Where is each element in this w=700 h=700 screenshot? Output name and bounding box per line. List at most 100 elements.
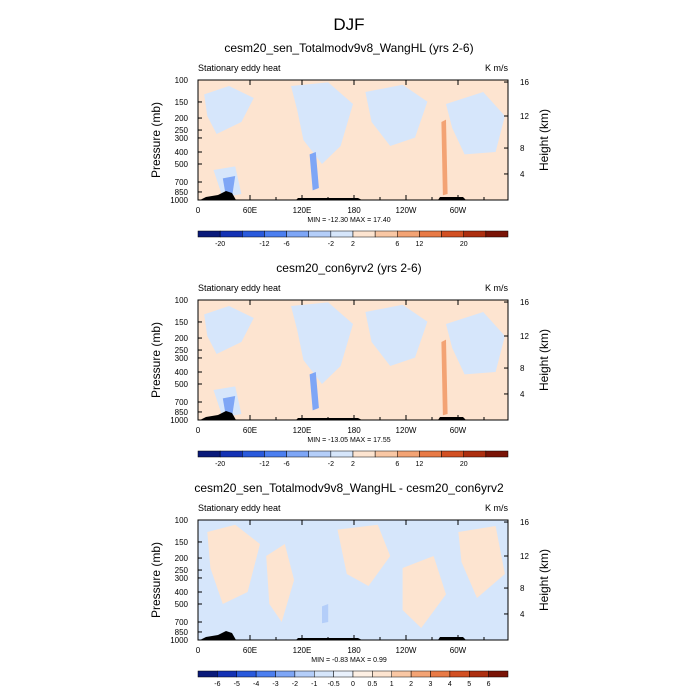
y-tick-label: 700 xyxy=(175,398,189,407)
positive-core xyxy=(441,339,448,416)
y-right-tick-label: 4 xyxy=(520,610,525,619)
x-tick-label: 0 xyxy=(196,206,201,215)
y-right-axis-title: Height (km) xyxy=(537,109,551,171)
plot-frame xyxy=(197,299,509,421)
colorbar-label: -12 xyxy=(259,241,269,248)
colorbar-swatch xyxy=(242,450,265,458)
positive-region xyxy=(458,526,505,598)
x-tick-label: 60E xyxy=(243,646,257,655)
y-tick-label: 250 xyxy=(175,126,189,135)
panel-left-label: Stationary eddy heat xyxy=(198,63,281,73)
colorbar-label: 20 xyxy=(460,241,468,248)
y-tick-label: 1000 xyxy=(170,636,188,645)
x-tick-label: 180 xyxy=(347,206,361,215)
colorbar-label: 2 xyxy=(351,241,355,248)
colorbar-swatch xyxy=(410,670,431,678)
x-tick-label: 120W xyxy=(396,206,417,215)
colorbar-swatch xyxy=(219,450,243,458)
colorbar-swatch xyxy=(314,670,334,678)
y-tick-label: 300 xyxy=(175,134,189,143)
y-tick-label: 400 xyxy=(175,148,189,157)
colorbar-swatch xyxy=(449,670,470,678)
positive-region xyxy=(266,544,295,622)
colorbar-swatch xyxy=(419,230,442,238)
colorbar-label: 5 xyxy=(467,681,471,688)
colorbar-label: 1 xyxy=(390,681,394,688)
colorbar-label: 6 xyxy=(395,241,399,248)
negative-region xyxy=(446,312,505,375)
colorbar-swatch xyxy=(352,450,376,458)
colorbar-swatch xyxy=(264,450,287,458)
colorbar-swatch xyxy=(286,450,309,458)
x-tick-label: 120E xyxy=(293,426,312,435)
y-right-tick-label: 16 xyxy=(520,298,529,307)
colorbar-swatch xyxy=(217,670,237,678)
colorbar-swatch xyxy=(308,230,332,238)
x-tick-label: 60W xyxy=(450,646,467,655)
min-max-text: MIN = -0.83 MAX = 0.99 xyxy=(311,657,387,664)
plot-frame xyxy=(197,519,509,641)
colorbar-swatch xyxy=(197,230,221,238)
colorbar-swatch xyxy=(419,450,442,458)
y-axis-title: Pressure (mb) xyxy=(149,542,163,618)
colorbar-label: 6 xyxy=(395,461,399,468)
panel-2: cesm20_con6yrv2 (yrs 2-6) Stationary eddy… xyxy=(149,261,551,468)
y-right-tick-label: 8 xyxy=(520,144,525,153)
negative-core xyxy=(309,152,319,191)
y-tick-label: 250 xyxy=(175,566,189,575)
positive-region xyxy=(402,556,446,628)
y-tick-label: 150 xyxy=(175,538,189,547)
x-tick-label: 0 xyxy=(196,646,201,655)
y-tick-label: 850 xyxy=(175,628,189,637)
colorbar-label: -4 xyxy=(253,681,259,688)
x-tick-label: 180 xyxy=(347,426,361,435)
y-tick-label: 100 xyxy=(175,296,189,305)
y-tick-label: 500 xyxy=(175,600,189,609)
colorbar-swatch xyxy=(391,670,412,678)
x-tick-label: 60W xyxy=(450,426,467,435)
x-tick-label: 60E xyxy=(243,206,257,215)
colorbar: -20 -12 -6 -2 2 6 12 20 xyxy=(197,450,509,468)
colorbar-label: -6 xyxy=(283,241,289,248)
y-right-axis-title: Height (km) xyxy=(537,549,551,611)
panel-1: cesm20_sen_Totalmodv9v8_WangHL (yrs 2-6)… xyxy=(149,41,551,248)
colorbar-swatch xyxy=(255,670,276,678)
x-tick-label: 120E xyxy=(293,646,312,655)
positive-core xyxy=(441,119,448,196)
y-tick-label: 200 xyxy=(175,114,189,123)
y-tick-label: 700 xyxy=(175,618,189,627)
colorbar-swatch xyxy=(485,230,509,238)
colorbar-label: 2 xyxy=(409,681,413,688)
colorbar-swatch xyxy=(197,670,218,678)
colorbar-swatch xyxy=(219,230,243,238)
colorbar-swatch xyxy=(286,230,309,238)
x-tick-label: 180 xyxy=(347,646,361,655)
negative-core xyxy=(309,372,319,411)
y-tick-label: 300 xyxy=(175,574,189,583)
colorbar-swatch xyxy=(242,230,265,238)
colorbar-label: -12 xyxy=(259,461,269,468)
colorbar-swatch xyxy=(397,230,420,238)
x-tick-label: 120E xyxy=(293,206,312,215)
y-tick-label: 400 xyxy=(175,588,189,597)
colorbar-swatch xyxy=(352,230,376,238)
colorbar-label: 12 xyxy=(416,461,424,468)
topography xyxy=(200,411,466,420)
y-right-tick-label: 12 xyxy=(520,552,529,561)
y-right-tick-label: 4 xyxy=(520,170,525,179)
positive-region xyxy=(207,524,260,604)
colorbar-swatch xyxy=(374,450,398,458)
y-axis-title: Pressure (mb) xyxy=(149,322,163,398)
colorbar-swatch xyxy=(197,450,221,458)
y-right-tick-label: 16 xyxy=(520,518,529,527)
y-axis-title: Pressure (mb) xyxy=(149,102,163,178)
y-tick-label: 100 xyxy=(175,516,189,525)
colorbar: -20 -12 -6 -2 2 6 12 20 xyxy=(197,230,509,248)
colorbar-label: -5 xyxy=(234,681,240,688)
colorbar: -6 -5 -4 -3 -2 -1 -0.5 0 0.5 1 2 3 4 5 6 xyxy=(197,670,509,688)
colorbar-swatch xyxy=(374,230,398,238)
colorbar-swatch xyxy=(488,670,509,678)
y-tick-label: 850 xyxy=(175,188,189,197)
colorbar-label: 0.5 xyxy=(368,681,378,688)
